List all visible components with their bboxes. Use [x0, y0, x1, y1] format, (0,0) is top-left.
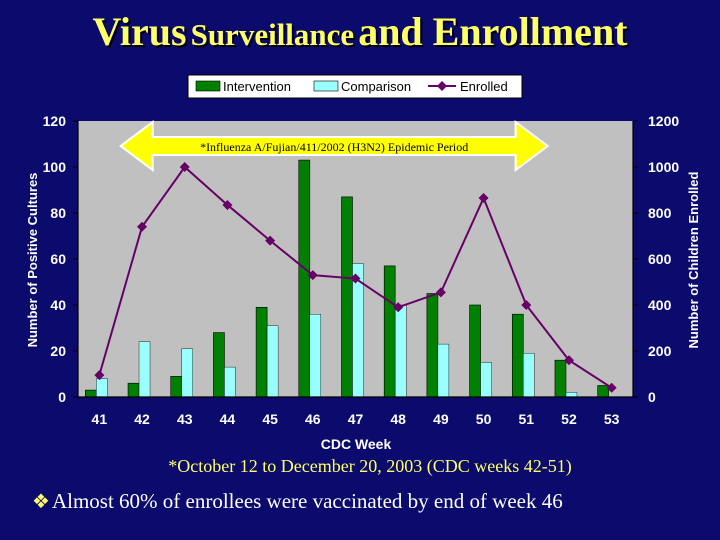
y-tick-label-80: 80 — [50, 205, 66, 221]
bar-intervention-44 — [213, 332, 225, 398]
x-tick-label-46: 46 — [305, 411, 321, 427]
y2-tick-label-200: 200 — [648, 343, 672, 359]
y-tick-label-20: 20 — [50, 343, 66, 359]
bullet-line: ❖Almost 60% of enrollees were vaccinated… — [32, 489, 563, 514]
y2-tick-label-0: 0 — [648, 389, 656, 405]
x-tick-label-50: 50 — [476, 411, 492, 427]
y2-tick-label-1200: 1200 — [648, 113, 679, 129]
x-tick-label-49: 49 — [433, 411, 449, 427]
bar-intervention-46 — [298, 159, 311, 398]
enrolled-point-52 — [563, 355, 574, 366]
enrolled-point-44 — [222, 199, 233, 210]
x-tick-label-42: 42 — [134, 411, 150, 427]
y-tick-label-60: 60 — [50, 251, 66, 267]
double-arrow-icon — [119, 120, 550, 172]
bar-intervention-43 — [170, 375, 183, 398]
enrolled-point-50 — [478, 193, 489, 204]
title-part-3: and Enrollment — [358, 9, 628, 54]
bar-intervention-42 — [127, 382, 140, 398]
bar-comparison-52 — [565, 392, 578, 398]
bar-intervention-52 — [554, 359, 567, 398]
bar-intervention-50 — [469, 304, 481, 398]
bar-intervention-53 — [597, 385, 609, 398]
y-axis-label: Number of Positive Cultures — [25, 173, 40, 348]
x-tick-label-52: 52 — [561, 411, 577, 427]
bar-intervention-41 — [85, 389, 97, 398]
bar-intervention-48 — [383, 265, 396, 398]
epidemic-period-arrow: *Influenza A/Fujian/411/2002 (H3N2) Epid… — [119, 120, 550, 172]
bar-comparison-49 — [437, 343, 450, 398]
enrolled-point-49 — [435, 287, 446, 298]
enrolled-line-layer — [94, 162, 617, 393]
x-tick-label-53: 53 — [604, 411, 620, 427]
legend: Intervention Comparison Enrolled — [187, 74, 523, 99]
bar-intervention-47 — [341, 196, 353, 398]
legend-label-comparison: Comparison — [341, 79, 411, 94]
diamond-bullet-icon: ❖ — [32, 491, 50, 513]
bar-comparison-44 — [224, 366, 236, 398]
bar-intervention-45 — [255, 306, 268, 398]
bar-comparison-43 — [181, 348, 193, 398]
y-tick-label-120: 120 — [43, 113, 67, 129]
enrolled-point-42 — [137, 221, 148, 232]
legend-label-enrolled: Enrolled — [460, 79, 508, 94]
y2-tick-label-400: 400 — [648, 297, 672, 313]
enrolled-point-46 — [307, 270, 318, 281]
y-tick-label-0: 0 — [58, 389, 66, 405]
x-axis-label: CDC Week — [321, 436, 392, 452]
bullet-text: Almost 60% of enrollees were vaccinated … — [51, 489, 563, 513]
slide-title: Virus Surveillance and Enrollment — [0, 8, 720, 55]
bar-comparison-45 — [266, 325, 279, 398]
bar-comparison-42 — [138, 341, 151, 398]
x-tick-label-51: 51 — [518, 411, 534, 427]
x-tick-label-43: 43 — [177, 411, 193, 427]
x-tick-label-47: 47 — [348, 411, 364, 427]
epidemic-period-label: *Influenza A/Fujian/411/2002 (H3N2) Epid… — [200, 140, 468, 154]
enrolled-point-51 — [521, 300, 532, 310]
bar-comparison-48 — [394, 304, 407, 398]
y2-axis-label: Number of Children Enrolled — [686, 171, 701, 348]
enrolled-point-41 — [94, 370, 105, 381]
legend-marker-enrolled — [437, 81, 447, 91]
bar-comparison-50 — [480, 362, 492, 398]
y-tick-label-100: 100 — [43, 159, 67, 175]
y2-tick-label-600: 600 — [648, 251, 672, 267]
legend-box — [187, 74, 523, 99]
bar-intervention-51 — [511, 313, 524, 398]
legend-label-intervention: Intervention — [223, 79, 291, 94]
enrolled-point-43 — [179, 162, 190, 172]
title-part-1: Virus — [92, 9, 187, 54]
footnote: *October 12 to December 20, 2003 (CDC we… — [168, 456, 572, 476]
y-tick-label-40: 40 — [50, 297, 66, 313]
bar-intervention-49 — [426, 293, 439, 398]
enrolled-point-53 — [606, 382, 617, 393]
x-tick-label-45: 45 — [262, 411, 278, 427]
bar-comparison-46 — [309, 314, 322, 398]
enrolled-point-47 — [350, 273, 361, 284]
y2-tick-label-800: 800 — [648, 205, 672, 221]
enrolled-point-48 — [393, 302, 404, 313]
bar-comparison-41 — [96, 378, 108, 398]
enrolled-point-45 — [265, 235, 276, 246]
x-tick-label-44: 44 — [220, 411, 236, 427]
legend-swatch-intervention — [195, 80, 221, 92]
x-tick-label-48: 48 — [390, 411, 406, 427]
y2-tick-label-1000: 1000 — [648, 159, 679, 175]
title-part-2: Surveillance — [190, 17, 355, 52]
legend-swatch-comparison — [313, 80, 339, 92]
bar-comparison-51 — [523, 353, 535, 398]
x-tick-label-41: 41 — [92, 411, 108, 427]
